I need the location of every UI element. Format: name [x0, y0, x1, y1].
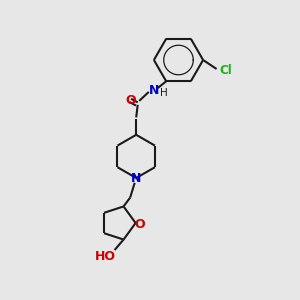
Text: N: N: [131, 172, 141, 184]
Text: HO: HO: [95, 250, 116, 262]
Text: N: N: [149, 84, 159, 97]
Text: Cl: Cl: [220, 64, 232, 77]
Text: O: O: [135, 218, 146, 231]
Text: H: H: [160, 88, 168, 98]
Text: O: O: [125, 94, 136, 107]
